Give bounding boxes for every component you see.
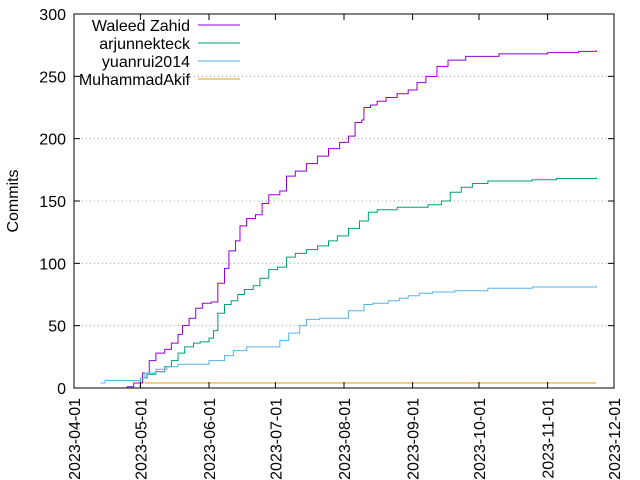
grid-lines [74,75,614,327]
y-axis-label: Commits [5,169,22,232]
series-line-1 [133,177,597,389]
legend-label: arjunnekteck [99,36,191,53]
x-tick-label: 2023-07-01 [268,398,285,480]
y-tick-label: 100 [39,256,66,273]
legend-label: yuanrui2014 [102,54,190,71]
x-tick-label: 2023-11-01 [541,398,558,479]
legend: Waleed Zahidarjunnekteckyuanrui2014Muham… [79,18,240,89]
y-tick-label: 200 [39,132,66,149]
x-tick-label: 2023-06-01 [202,398,219,480]
y-tick-label: 0 [57,381,66,398]
y-tick-label: 50 [48,319,66,336]
x-tick-label: 2023-10-01 [472,398,489,480]
x-tick-label: 2023-09-01 [406,398,423,480]
series-line-0 [116,50,597,389]
y-tick-label: 250 [39,69,66,86]
series-lines [100,50,597,389]
x-tick-label: 2023-12-01 [607,398,624,480]
legend-label: Waleed Zahid [92,18,190,35]
x-tick-label: 2023-04-01 [67,398,84,480]
axes: 0 50 100 150 200 250 300 2023-04-01 2023-05-01 20… [39,7,624,480]
y-tick-label: 150 [39,194,66,211]
y-tick-label: 300 [39,7,66,24]
legend-label: MuhammadAkif [79,72,191,89]
x-tick-label: 2023-08-01 [337,398,354,480]
x-tick-label: 2023-05-01 [133,398,150,480]
series-line-2 [100,285,597,384]
